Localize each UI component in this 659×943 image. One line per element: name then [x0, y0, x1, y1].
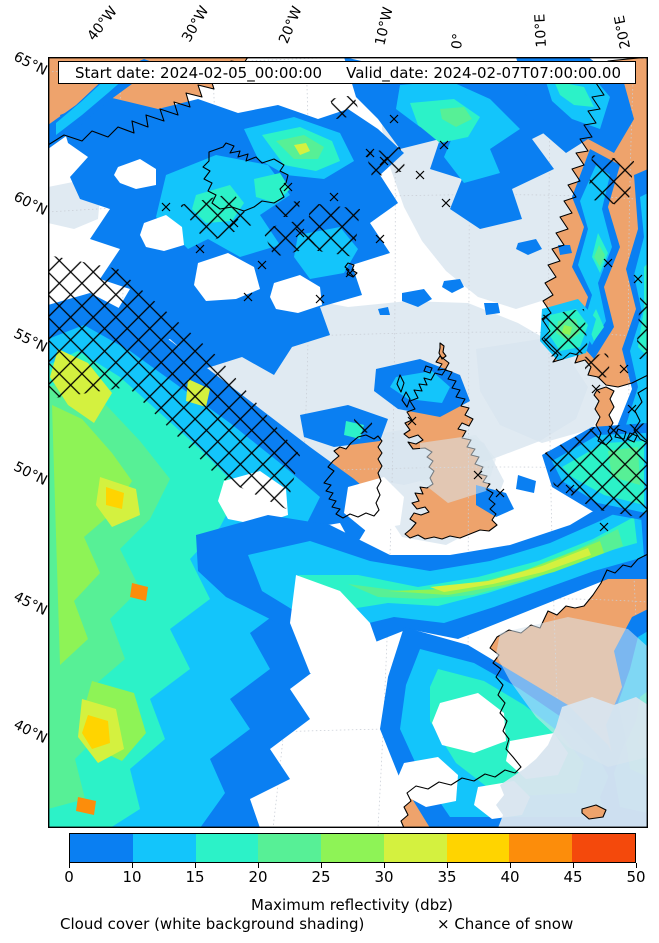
colorbar-tick-label: 45	[563, 868, 583, 886]
colorbar-segment	[195, 834, 259, 862]
colorbar-tick	[69, 863, 70, 868]
colorbar-segment	[572, 834, 636, 862]
colorbar-tick-label: 10	[122, 868, 142, 886]
lon-tick-10e: 10°E	[532, 13, 550, 48]
cloud-cover-note: Cloud cover (white background shading)	[60, 915, 365, 933]
snow-hatch-layer	[48, 95, 648, 519]
colorbar-label: Maximum reflectivity (dbz)	[251, 896, 453, 914]
colorbar-segment	[509, 834, 573, 862]
colorbar-tick	[132, 863, 133, 868]
lat-tick-50n: 50°N	[10, 458, 50, 490]
chance-of-snow-note: × Chance of snow	[437, 915, 574, 933]
colorbar-tick	[321, 863, 322, 868]
colorbar-tick-label: 25	[311, 868, 331, 886]
colorbar-tick-label: 20	[248, 868, 268, 886]
colorbar-tick	[510, 863, 511, 868]
colorbar-tick	[447, 863, 448, 868]
colorbar-tick-label: 15	[185, 868, 205, 886]
map-canvas	[48, 57, 648, 828]
colorbar-tick	[573, 863, 574, 868]
lon-tick-20e: 20°E	[611, 13, 634, 51]
lat-tick-40n: 40°N	[10, 716, 50, 748]
lat-tick-45n: 45°N	[10, 588, 50, 620]
map-frame	[48, 57, 648, 828]
lat-tick-60n: 60°N	[10, 188, 50, 220]
lat-tick-55n: 55°N	[10, 325, 50, 357]
colorbar-segment	[446, 834, 510, 862]
lon-tick-10w: 10°W	[372, 5, 397, 47]
colorbar-tick	[384, 863, 385, 868]
colorbar-segment	[383, 834, 447, 862]
colorbar-tick-label: 40	[500, 868, 520, 886]
colorbar-segment	[321, 834, 384, 862]
colorbar	[69, 833, 636, 863]
colorbar-segment	[132, 834, 196, 862]
lon-tick-30w: 30°W	[179, 3, 213, 45]
colorbar-tick-label: 50	[626, 868, 646, 886]
lat-tick-65n: 65°N	[10, 48, 50, 80]
valid-date-label: Valid_date: 2024-02-07T07:00:00.00	[346, 63, 621, 82]
lon-tick-0: 0°	[449, 32, 467, 50]
colorbar-tick-label: 35	[437, 868, 457, 886]
colorbar-tick-label: 0	[64, 868, 74, 886]
snow-x-marks	[161, 114, 643, 532]
colorbar-segment	[258, 834, 322, 862]
colorbar-segment	[70, 834, 133, 862]
title-bar: Start date: 2024-02-05_00:00:00 Valid_da…	[58, 61, 636, 84]
colorbar-tick-label: 30	[374, 868, 394, 886]
cloud-over-land	[420, 435, 648, 767]
lon-tick-40w: 40°W	[84, 3, 121, 44]
colorbar-tick	[195, 863, 196, 868]
start-date-label: Start date: 2024-02-05_00:00:00	[75, 63, 323, 82]
colorbar-tick	[258, 863, 259, 868]
colorbar-tick	[636, 863, 637, 868]
reflectivity-map	[48, 57, 648, 828]
lon-tick-20w: 20°W	[276, 4, 306, 46]
